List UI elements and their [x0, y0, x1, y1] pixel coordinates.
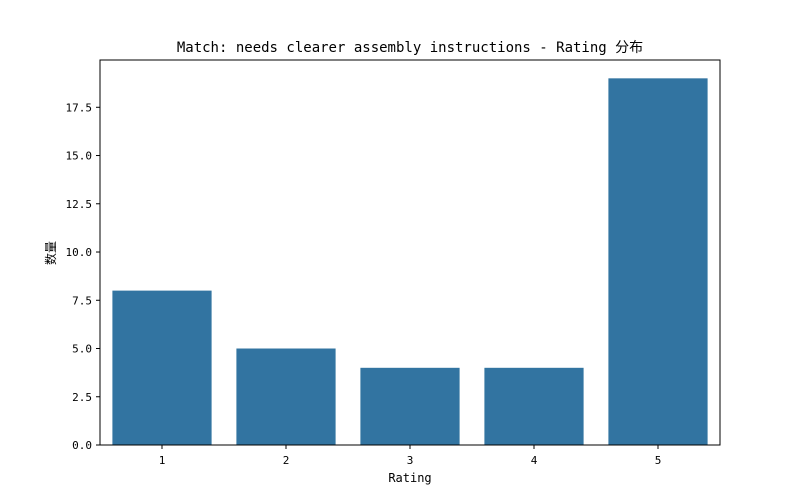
y-tick-label: 15.0 [66, 150, 93, 163]
y-tick-label: 5.0 [72, 343, 92, 356]
plot-frame [99, 59, 721, 446]
bar-rating-5 [608, 78, 708, 445]
y-axis: 0.0 2.5 5.0 7.5 10.0 12.5 15.0 17.5 [66, 101, 100, 452]
x-tick-label: 2 [283, 454, 290, 467]
x-tick-label: 5 [655, 454, 662, 467]
y-tick-label: 7.5 [72, 294, 92, 307]
y-tick-label: 10.0 [66, 246, 93, 259]
y-tick-label: 2.5 [72, 391, 92, 404]
chart-title: Match: needs clearer assembly instructio… [177, 40, 643, 56]
y-tick-label: 0.0 [72, 439, 92, 452]
x-tick-label: 4 [531, 454, 538, 467]
bar-rating-3 [360, 367, 460, 445]
bar-rating-2 [236, 348, 336, 445]
bar-rating-1 [112, 290, 212, 445]
y-axis-label: 数量 [43, 241, 58, 265]
x-tick-label: 3 [407, 454, 414, 467]
bar-rating-4 [484, 367, 584, 445]
x-axis: 1 2 3 4 5 [159, 445, 662, 467]
x-axis-label: Rating [388, 471, 431, 485]
plot-area [112, 78, 708, 445]
x-tick-label: 1 [159, 454, 166, 467]
y-tick-label: 17.5 [66, 101, 93, 114]
y-tick-label: 12.5 [66, 198, 93, 211]
